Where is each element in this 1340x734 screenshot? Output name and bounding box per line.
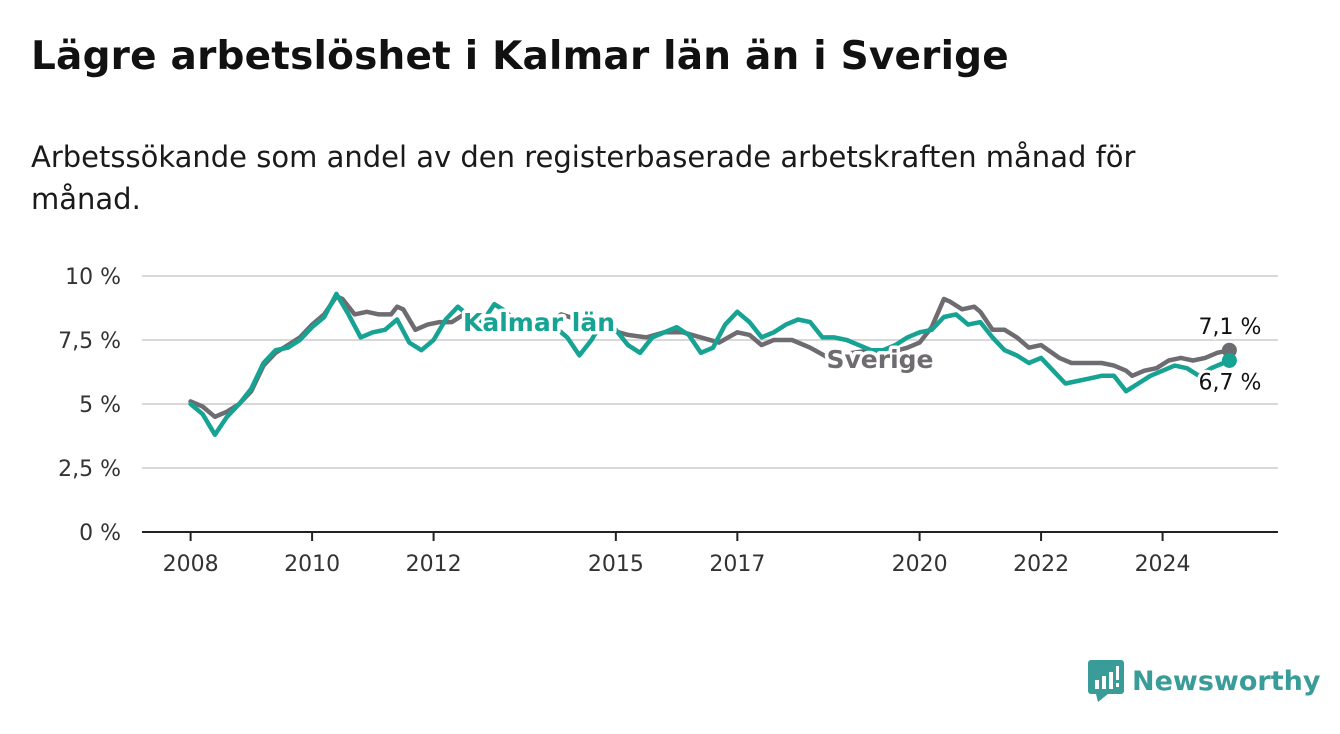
x-tick-label: 2020 [892,552,948,577]
series-lines [188,291,1237,437]
gridlines [142,275,1278,469]
y-tick-label: 0 % [79,521,121,546]
series-name-halo: Kalmar län [463,308,615,337]
y-axis-ticks: 0 % 2,5 % 5 % 7,5 % 10 % [58,265,121,546]
series-name-halo: Sverige [826,345,933,374]
y-tick-label: 10 % [65,265,121,290]
newsworthy-logo-icon [1088,660,1124,702]
end-value-halo: 7,1 % [1199,315,1262,340]
series-line [188,291,1232,437]
newsworthy-brand-name: Newsworthy [1132,665,1321,697]
chart-subtitle: Arbetssökande som andel av den registerb… [31,140,1136,216]
x-axis: 2008 2010 2012 2015 2017 2020 2022 2024 [142,531,1278,577]
series-end-point [1221,352,1237,368]
chart-title: Lägre arbetslöshet i Kalmar län än i Sve… [31,34,1009,79]
newsworthy-brand[interactable]: Newsworthy [1088,660,1320,702]
y-tick-label: 5 % [79,393,121,418]
series-name-label: Kalmar län [463,308,615,337]
x-tick-label: 2010 [284,552,340,577]
x-tick-label: 2015 [588,552,644,577]
x-tick-label: 2008 [163,552,219,577]
x-tick-label: 2022 [1013,552,1069,577]
end-value-label: 7,1 % [1199,315,1262,340]
x-tick-label: 2017 [709,552,765,577]
end-value-halo: 6,7 % [1199,370,1262,395]
end-value-label: 6,7 % [1199,370,1262,395]
x-tick-label: 2012 [406,552,462,577]
x-tick-label: 2024 [1135,552,1191,577]
y-tick-label: 2,5 % [58,457,121,482]
series-name-label: Sverige [826,345,933,374]
y-tick-label: 7,5 % [58,329,121,354]
